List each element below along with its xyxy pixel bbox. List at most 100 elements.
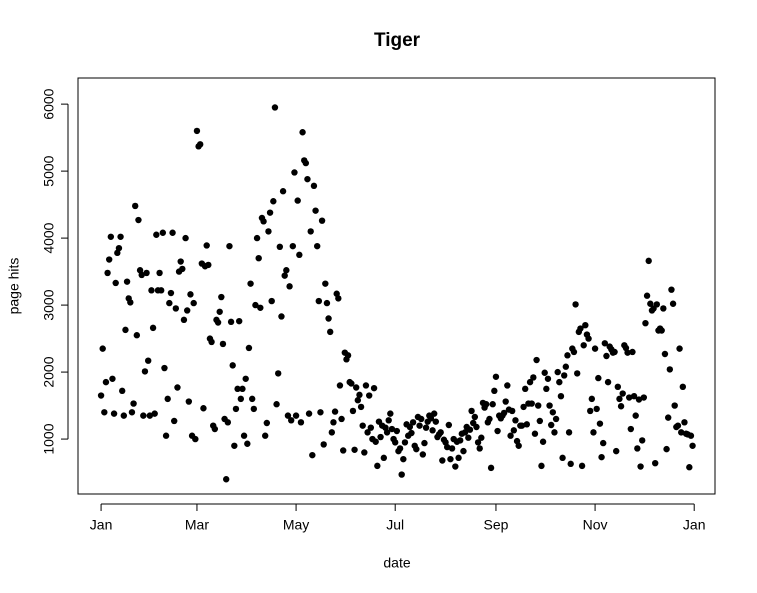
point (578, 462, 586, 470)
point (167, 289, 175, 297)
point (546, 402, 553, 409)
point (127, 299, 134, 306)
y-tick-label: 3000 (41, 289, 57, 320)
point (279, 188, 287, 195)
point (460, 447, 467, 455)
point (600, 439, 607, 447)
point (452, 463, 459, 470)
point (474, 439, 482, 446)
point (109, 375, 116, 382)
point (471, 413, 479, 421)
point (572, 301, 579, 308)
point (632, 412, 639, 419)
point (164, 395, 171, 403)
point (177, 258, 184, 265)
point (97, 392, 105, 399)
point (676, 345, 683, 352)
x-tick-label: May (283, 517, 309, 533)
point (444, 443, 451, 451)
point (356, 391, 363, 399)
point (236, 317, 243, 325)
point (494, 427, 501, 435)
point (596, 420, 604, 427)
point (156, 269, 163, 277)
point (679, 383, 687, 391)
point (305, 410, 313, 417)
point (240, 432, 248, 439)
point (312, 207, 319, 214)
point (603, 352, 610, 360)
point (512, 417, 519, 424)
point (587, 407, 594, 415)
point (271, 104, 279, 111)
point (107, 233, 115, 240)
point (374, 462, 381, 470)
point (507, 432, 514, 439)
point (234, 385, 241, 393)
point (244, 440, 251, 447)
point (509, 407, 516, 415)
chart-title: Tiger (374, 30, 421, 51)
point (515, 442, 522, 449)
point (533, 356, 540, 364)
point (141, 368, 149, 375)
point (536, 417, 544, 425)
x-tick-label: Jul (386, 517, 404, 533)
point (455, 454, 462, 462)
point (130, 400, 137, 407)
point (153, 231, 160, 238)
point (492, 373, 500, 380)
point (535, 402, 542, 409)
point (510, 427, 518, 434)
point (598, 453, 605, 461)
point (304, 175, 311, 183)
point (401, 439, 409, 446)
point (642, 319, 649, 327)
point (370, 384, 378, 392)
point (101, 409, 108, 416)
point (349, 407, 357, 415)
point (99, 345, 106, 352)
point (392, 439, 399, 446)
point (351, 446, 358, 453)
point (294, 197, 301, 204)
point (466, 426, 474, 433)
point (149, 324, 157, 332)
point (393, 427, 401, 435)
point (166, 299, 173, 307)
point (437, 429, 444, 436)
point (671, 402, 678, 409)
point (413, 445, 420, 453)
point (400, 455, 407, 463)
point (478, 434, 485, 441)
point (678, 429, 685, 436)
point (318, 217, 326, 224)
point (331, 408, 339, 415)
point (541, 369, 548, 376)
point (276, 243, 284, 251)
point (686, 464, 693, 471)
point (281, 272, 288, 279)
point (465, 434, 472, 441)
point (504, 382, 511, 389)
point (364, 429, 371, 436)
point (338, 415, 345, 423)
point (229, 362, 236, 369)
x-tick-label: Nov (583, 517, 608, 533)
point (439, 457, 446, 464)
point (562, 363, 570, 370)
point (526, 378, 534, 386)
point (159, 229, 167, 236)
point (491, 387, 498, 395)
point (419, 451, 427, 458)
point (468, 407, 475, 415)
point (429, 427, 436, 434)
point (325, 315, 332, 322)
point (214, 319, 222, 326)
point (224, 419, 232, 426)
point (668, 286, 675, 293)
point (665, 414, 672, 421)
point (487, 464, 495, 472)
point (278, 313, 285, 320)
